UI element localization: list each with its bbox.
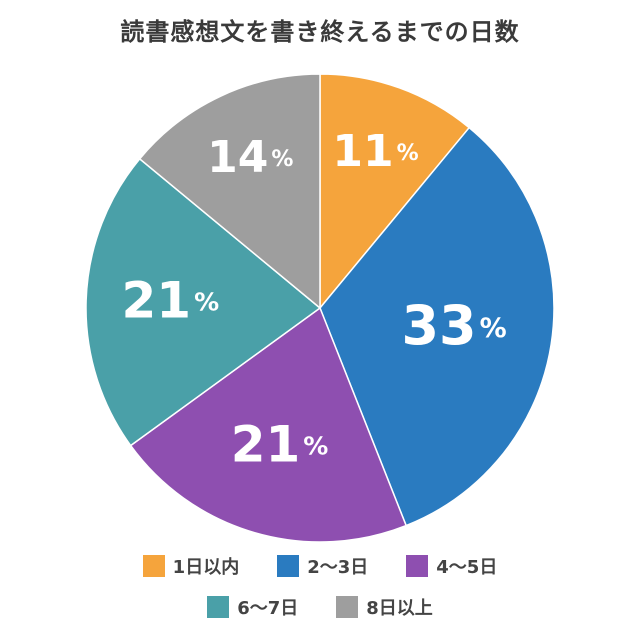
legend-item-8days-plus: 8日以上 — [336, 594, 433, 620]
legend-label: 1日以内 — [172, 557, 240, 578]
legend-label: 8日以上 — [366, 598, 433, 619]
data-label-4-5days: 21% — [231, 415, 329, 473]
legend-item-4-5days: 4〜5日 — [406, 553, 497, 579]
pie-slice-6-7days — [85, 157, 322, 447]
data-label-6-7days: 21% — [121, 271, 219, 329]
legend-item-2-3days: 2〜3日 — [277, 553, 368, 579]
data-label-8days-plus: 14% — [207, 132, 293, 183]
chart-title: 読書感想文を書き終えるまでの日数 — [120, 18, 520, 46]
legend-swatch — [277, 555, 300, 577]
legend-swatch — [207, 596, 230, 618]
pie-slice-2-3days — [319, 126, 555, 527]
pie-slice-8days-plus — [138, 73, 321, 310]
legend-item-6-7days: 6〜7日 — [207, 594, 298, 620]
legend-label: 4〜5日 — [436, 557, 498, 578]
legend-row-2: 6〜7日 8日以上 — [0, 594, 640, 620]
data-label-2-3days: 33% — [401, 294, 506, 357]
legend-label: 2〜3日 — [307, 557, 369, 578]
legend-swatch — [406, 555, 429, 577]
legend-swatch — [142, 555, 165, 577]
legend-swatch — [336, 596, 359, 618]
legend-row-1: 1日以内 2〜3日 4〜5日 — [0, 553, 640, 579]
pie-slice-1day — [319, 73, 471, 311]
pie-slice-4-5days — [129, 306, 408, 543]
data-label-1day: 11% — [332, 126, 418, 177]
legend-item-1day: 1日以内 — [142, 553, 240, 579]
legend-label: 6〜7日 — [237, 598, 299, 619]
